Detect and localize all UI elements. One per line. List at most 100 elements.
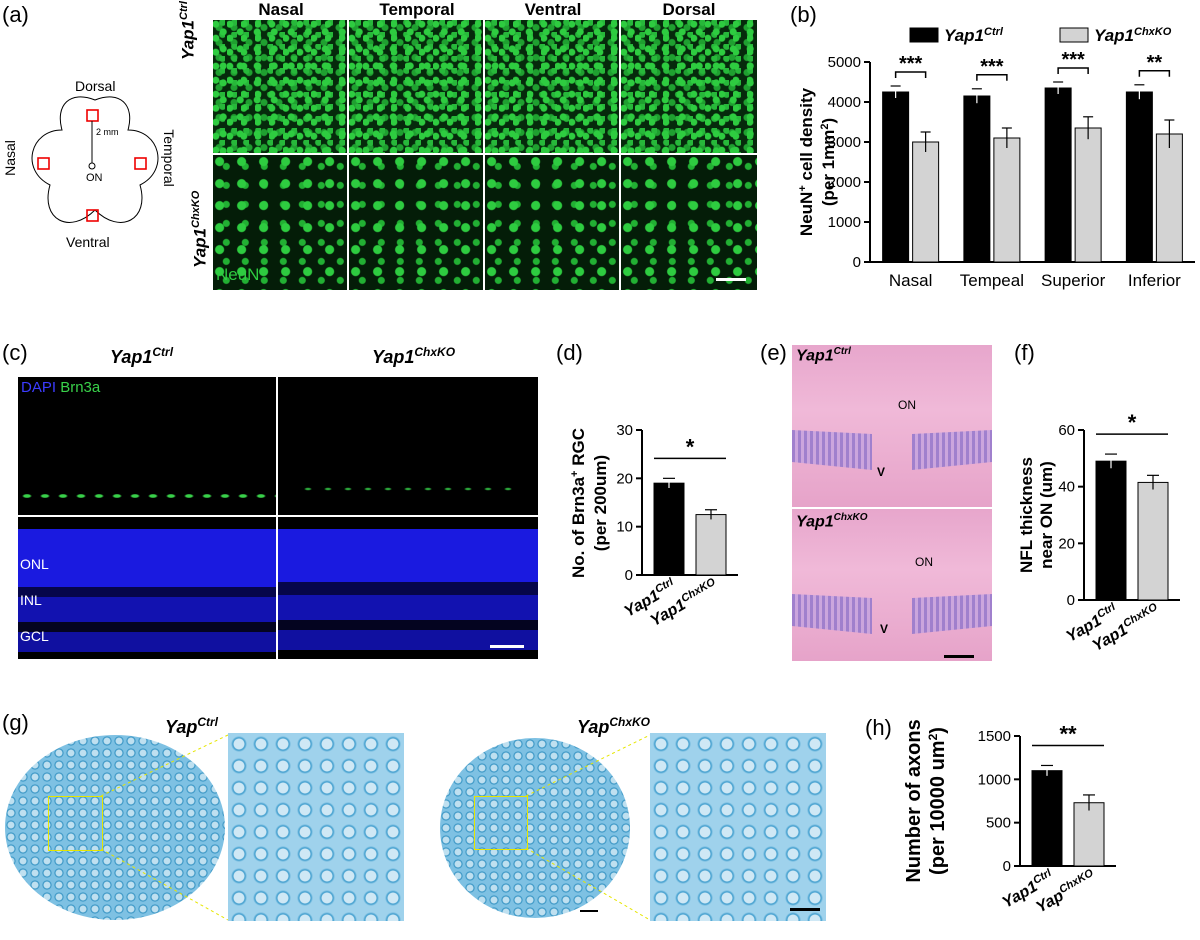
- b-y-tick-label: 3000: [828, 134, 861, 151]
- e-title-ctrl: Yap1Ctrl: [796, 346, 851, 365]
- b-bar: [1044, 87, 1072, 263]
- c-title-ctrl: Yap1Ctrl: [110, 345, 174, 367]
- f-ylabel-units: near ON (um): [1037, 461, 1056, 569]
- chart-b: 0 1000 2000 3000 4000 5000 NeuN+ cell density(…: [797, 26, 1195, 290]
- f-sig-label: *: [1128, 410, 1137, 435]
- b-y-tick-label: 5000: [828, 54, 861, 71]
- neun-ko-dorsal: [621, 155, 757, 290]
- c-title-ko: Yap1ChxKO: [372, 345, 456, 367]
- b-x-tick-label: Tempeal: [960, 271, 1024, 290]
- e-on-ctrl: ON: [898, 398, 916, 412]
- b-legend-swatch: [909, 27, 939, 43]
- h-ylabel: Number of axons: [903, 720, 925, 883]
- f-y-tick-label: 0: [1067, 592, 1075, 609]
- d-ylabel-units: (per 200um): [591, 455, 610, 551]
- scale-bar-a: [716, 278, 746, 281]
- f-bar: [1137, 481, 1169, 601]
- he-ctrl: [792, 345, 992, 507]
- he-ko: [792, 509, 992, 661]
- schematic-ventral: Ventral: [66, 234, 110, 250]
- h-y-tick-label: 1000: [978, 771, 1011, 788]
- d-y-tick-label: 10: [616, 519, 633, 536]
- b-x-tick-label: Superior: [1041, 271, 1106, 290]
- schematic-distance: 2 mm: [96, 127, 119, 137]
- neun-ctrl-nasal: [213, 20, 347, 153]
- f-bar: [1095, 460, 1127, 601]
- b-bar: [1074, 127, 1102, 263]
- c-stain-label: DAPI Brn3a: [21, 379, 101, 396]
- f-y-tick-label: 20: [1058, 535, 1075, 552]
- d-sig-label: *: [686, 434, 695, 459]
- scale-bar-c: [490, 645, 524, 648]
- b-ylabel: NeuN+ cell density: [797, 87, 816, 236]
- b-bar: [882, 91, 910, 263]
- d-y-tick-label: 20: [616, 470, 633, 487]
- scale-bar-e: [944, 655, 974, 658]
- schematic-dorsal: Dorsal: [75, 78, 116, 94]
- column-temporal: Temporal: [379, 0, 455, 19]
- h-y-tick-label: 0: [1003, 858, 1011, 875]
- panel-g-label: (g): [2, 710, 29, 735]
- row-label-ctrl: Yap1Ctrl: [178, 1, 198, 60]
- b-ylabel-units: (per 1mm2): [819, 118, 838, 206]
- h-y-tick-label: 1500: [978, 728, 1011, 745]
- brn3a-ko: [278, 377, 538, 515]
- e-title-ko: Yap1ChxKO: [796, 512, 868, 531]
- nerve-ctrl-roi: [48, 796, 103, 851]
- d-bar: [695, 514, 727, 576]
- f-ylabel: NFL thickness: [1017, 457, 1036, 573]
- h-sig-label: **: [1059, 721, 1077, 746]
- d-bar: [653, 482, 685, 576]
- b-y-tick-label: 2000: [828, 174, 861, 191]
- panel-f-label: (f): [1014, 340, 1035, 365]
- e-v-ctrl: V: [877, 465, 886, 479]
- g-title-ctrl: YapCtrl: [165, 715, 219, 737]
- zoom-lines-ctrl: [100, 734, 229, 921]
- zoom-lines-ko: [525, 734, 651, 921]
- h-bar: [1031, 770, 1063, 867]
- column-dorsal: Dorsal: [662, 0, 716, 19]
- schematic-on: ON: [86, 172, 103, 184]
- b-sig-bracket: [1138, 70, 1171, 77]
- schematic-temporal: Temporal: [160, 129, 177, 187]
- b-y-tick-label: 4000: [828, 94, 861, 111]
- b-x-tick-label: Nasal: [889, 271, 932, 290]
- neun-ko-ventral: [485, 155, 619, 290]
- d-y-tick-label: 30: [616, 422, 633, 439]
- nerve-ko-overview: [440, 738, 630, 918]
- b-bar: [993, 137, 1021, 263]
- row-label-ko: Yap1ChxKO: [190, 190, 210, 268]
- h-bar: [1073, 802, 1105, 867]
- column-nasal: Nasal: [258, 0, 304, 19]
- b-legend-swatch: [1059, 27, 1089, 43]
- dapi-ctrl: [18, 517, 276, 659]
- column-ventral: Ventral: [524, 0, 582, 19]
- neun-stain-label: NeuN: [216, 265, 260, 284]
- panel-c-label: (c): [2, 340, 28, 365]
- b-sig-label: ***: [1061, 49, 1085, 71]
- scale-bar-g2: [790, 908, 820, 911]
- layer-onl: ONL: [20, 556, 49, 572]
- h-ylabel-units: (per 10000 um2): [926, 727, 949, 875]
- h-y-tick-label: 500: [986, 815, 1011, 832]
- f-y-tick-label: 60: [1058, 422, 1075, 439]
- scale-bar-g1: [580, 910, 598, 912]
- nerve-ko-zoom: [650, 733, 826, 921]
- neun-ctrl-temporal: [349, 20, 483, 153]
- brn3a-ctrl: [18, 377, 276, 515]
- layer-inl: INL: [20, 592, 42, 608]
- panel-h-label: (h): [865, 715, 892, 740]
- b-sig-bracket: [894, 71, 927, 78]
- dapi-ko: [278, 517, 538, 659]
- neun-ko-nasal: [213, 155, 347, 290]
- nerve-ctrl-zoom: [228, 733, 404, 921]
- b-sig-label: ***: [899, 53, 923, 75]
- b-sig-bracket: [976, 74, 1008, 81]
- panel-e-label: (e): [760, 340, 787, 365]
- d-ylabel: No. of Brn3a+ RGC: [569, 428, 588, 578]
- panel-b-label: (b): [790, 2, 817, 27]
- panel-a-label: (a): [2, 2, 29, 27]
- neun-ctrl-dorsal: [621, 20, 757, 153]
- b-legend-label: Yap1ChxKO: [1094, 26, 1172, 45]
